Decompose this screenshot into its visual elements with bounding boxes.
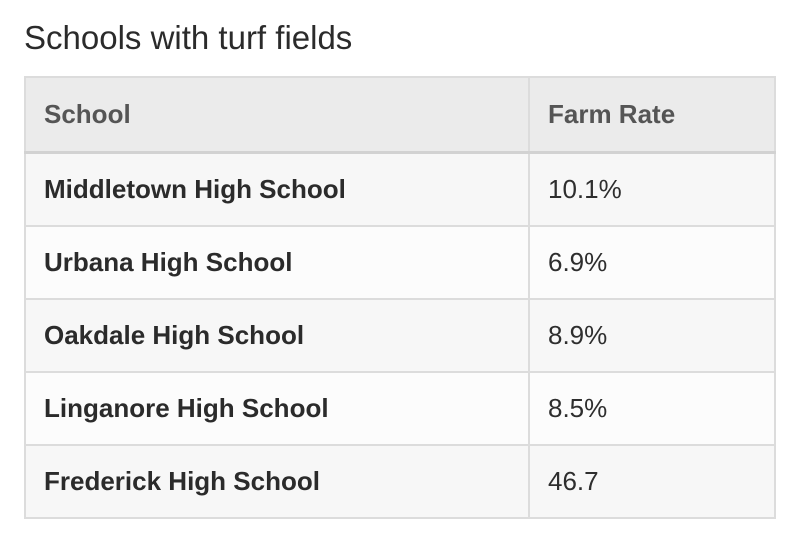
table-row: Urbana High School 6.9% <box>24 225 776 300</box>
column-header-farm-rate: Farm Rate <box>528 76 776 154</box>
school-cell: Middletown High School <box>24 151 530 227</box>
farm-rate-cell: 8.5% <box>528 371 776 446</box>
farm-rate-cell: 8.9% <box>528 298 776 373</box>
schools-table: School Farm Rate Middletown High School … <box>24 76 776 519</box>
table-body: Middletown High School 10.1% Urbana High… <box>24 151 776 519</box>
header-row: School Farm Rate <box>24 76 776 154</box>
table-row: Linganore High School 8.5% <box>24 371 776 446</box>
school-cell: Frederick High School <box>24 444 530 519</box>
table-header: School Farm Rate <box>24 76 776 154</box>
table-row: Middletown High School 10.1% <box>24 151 776 227</box>
school-cell: Oakdale High School <box>24 298 530 373</box>
table-row: Frederick High School 46.7 <box>24 444 776 519</box>
schools-table-container: School Farm Rate Middletown High School … <box>24 76 776 519</box>
farm-rate-cell: 10.1% <box>528 151 776 227</box>
page-title: Schools with turf fields <box>24 19 353 56</box>
school-cell: Linganore High School <box>24 371 530 446</box>
farm-rate-cell: 6.9% <box>528 225 776 300</box>
school-cell: Urbana High School <box>24 225 530 300</box>
farm-rate-cell: 46.7 <box>528 444 776 519</box>
column-header-school: School <box>24 76 530 154</box>
table-row: Oakdale High School 8.9% <box>24 298 776 373</box>
